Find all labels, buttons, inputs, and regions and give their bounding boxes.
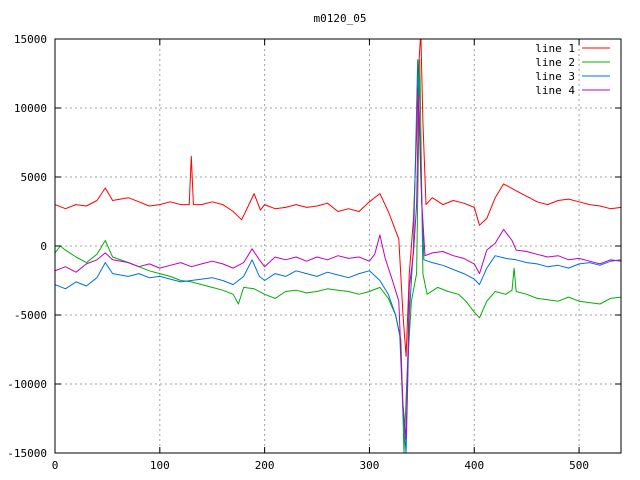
x-tick-label-0: 0 <box>52 459 59 472</box>
y-tick-label-3: 0 <box>40 240 47 253</box>
legend-label-2: line 2 <box>535 56 575 69</box>
series-line-3 <box>55 59 621 453</box>
x-tick-label-2: 200 <box>255 459 275 472</box>
x-tick-label-1: 100 <box>150 459 170 472</box>
series-line-4 <box>55 93 621 440</box>
legend-label-3: line 3 <box>535 70 575 83</box>
y-tick-label-4: 5000 <box>21 171 48 184</box>
x-tick-label-3: 300 <box>360 459 380 472</box>
y-tick-label-1: -10000 <box>7 378 47 391</box>
series-line-1 <box>55 39 621 357</box>
chart-title: m0120_05 <box>314 12 367 25</box>
y-tick-label-0: -15000 <box>7 447 47 460</box>
legend-label-4: line 4 <box>535 84 575 97</box>
grid <box>55 39 621 453</box>
axis-ticks: 0 100 200 300 400 500 -15000 -10000 -5000 0 5000 10… <box>7 33 621 472</box>
plot-lines <box>55 39 621 453</box>
x-tick-label-5: 500 <box>569 459 589 472</box>
x-tick-label-4: 400 <box>464 459 484 472</box>
y-tick-label-6: 15000 <box>14 33 47 46</box>
legend-label-1: line 1 <box>535 42 575 55</box>
series-line-2 <box>55 59 621 453</box>
y-tick-label-2: -5000 <box>14 309 47 322</box>
y-tick-label-5: 10000 <box>14 102 47 115</box>
